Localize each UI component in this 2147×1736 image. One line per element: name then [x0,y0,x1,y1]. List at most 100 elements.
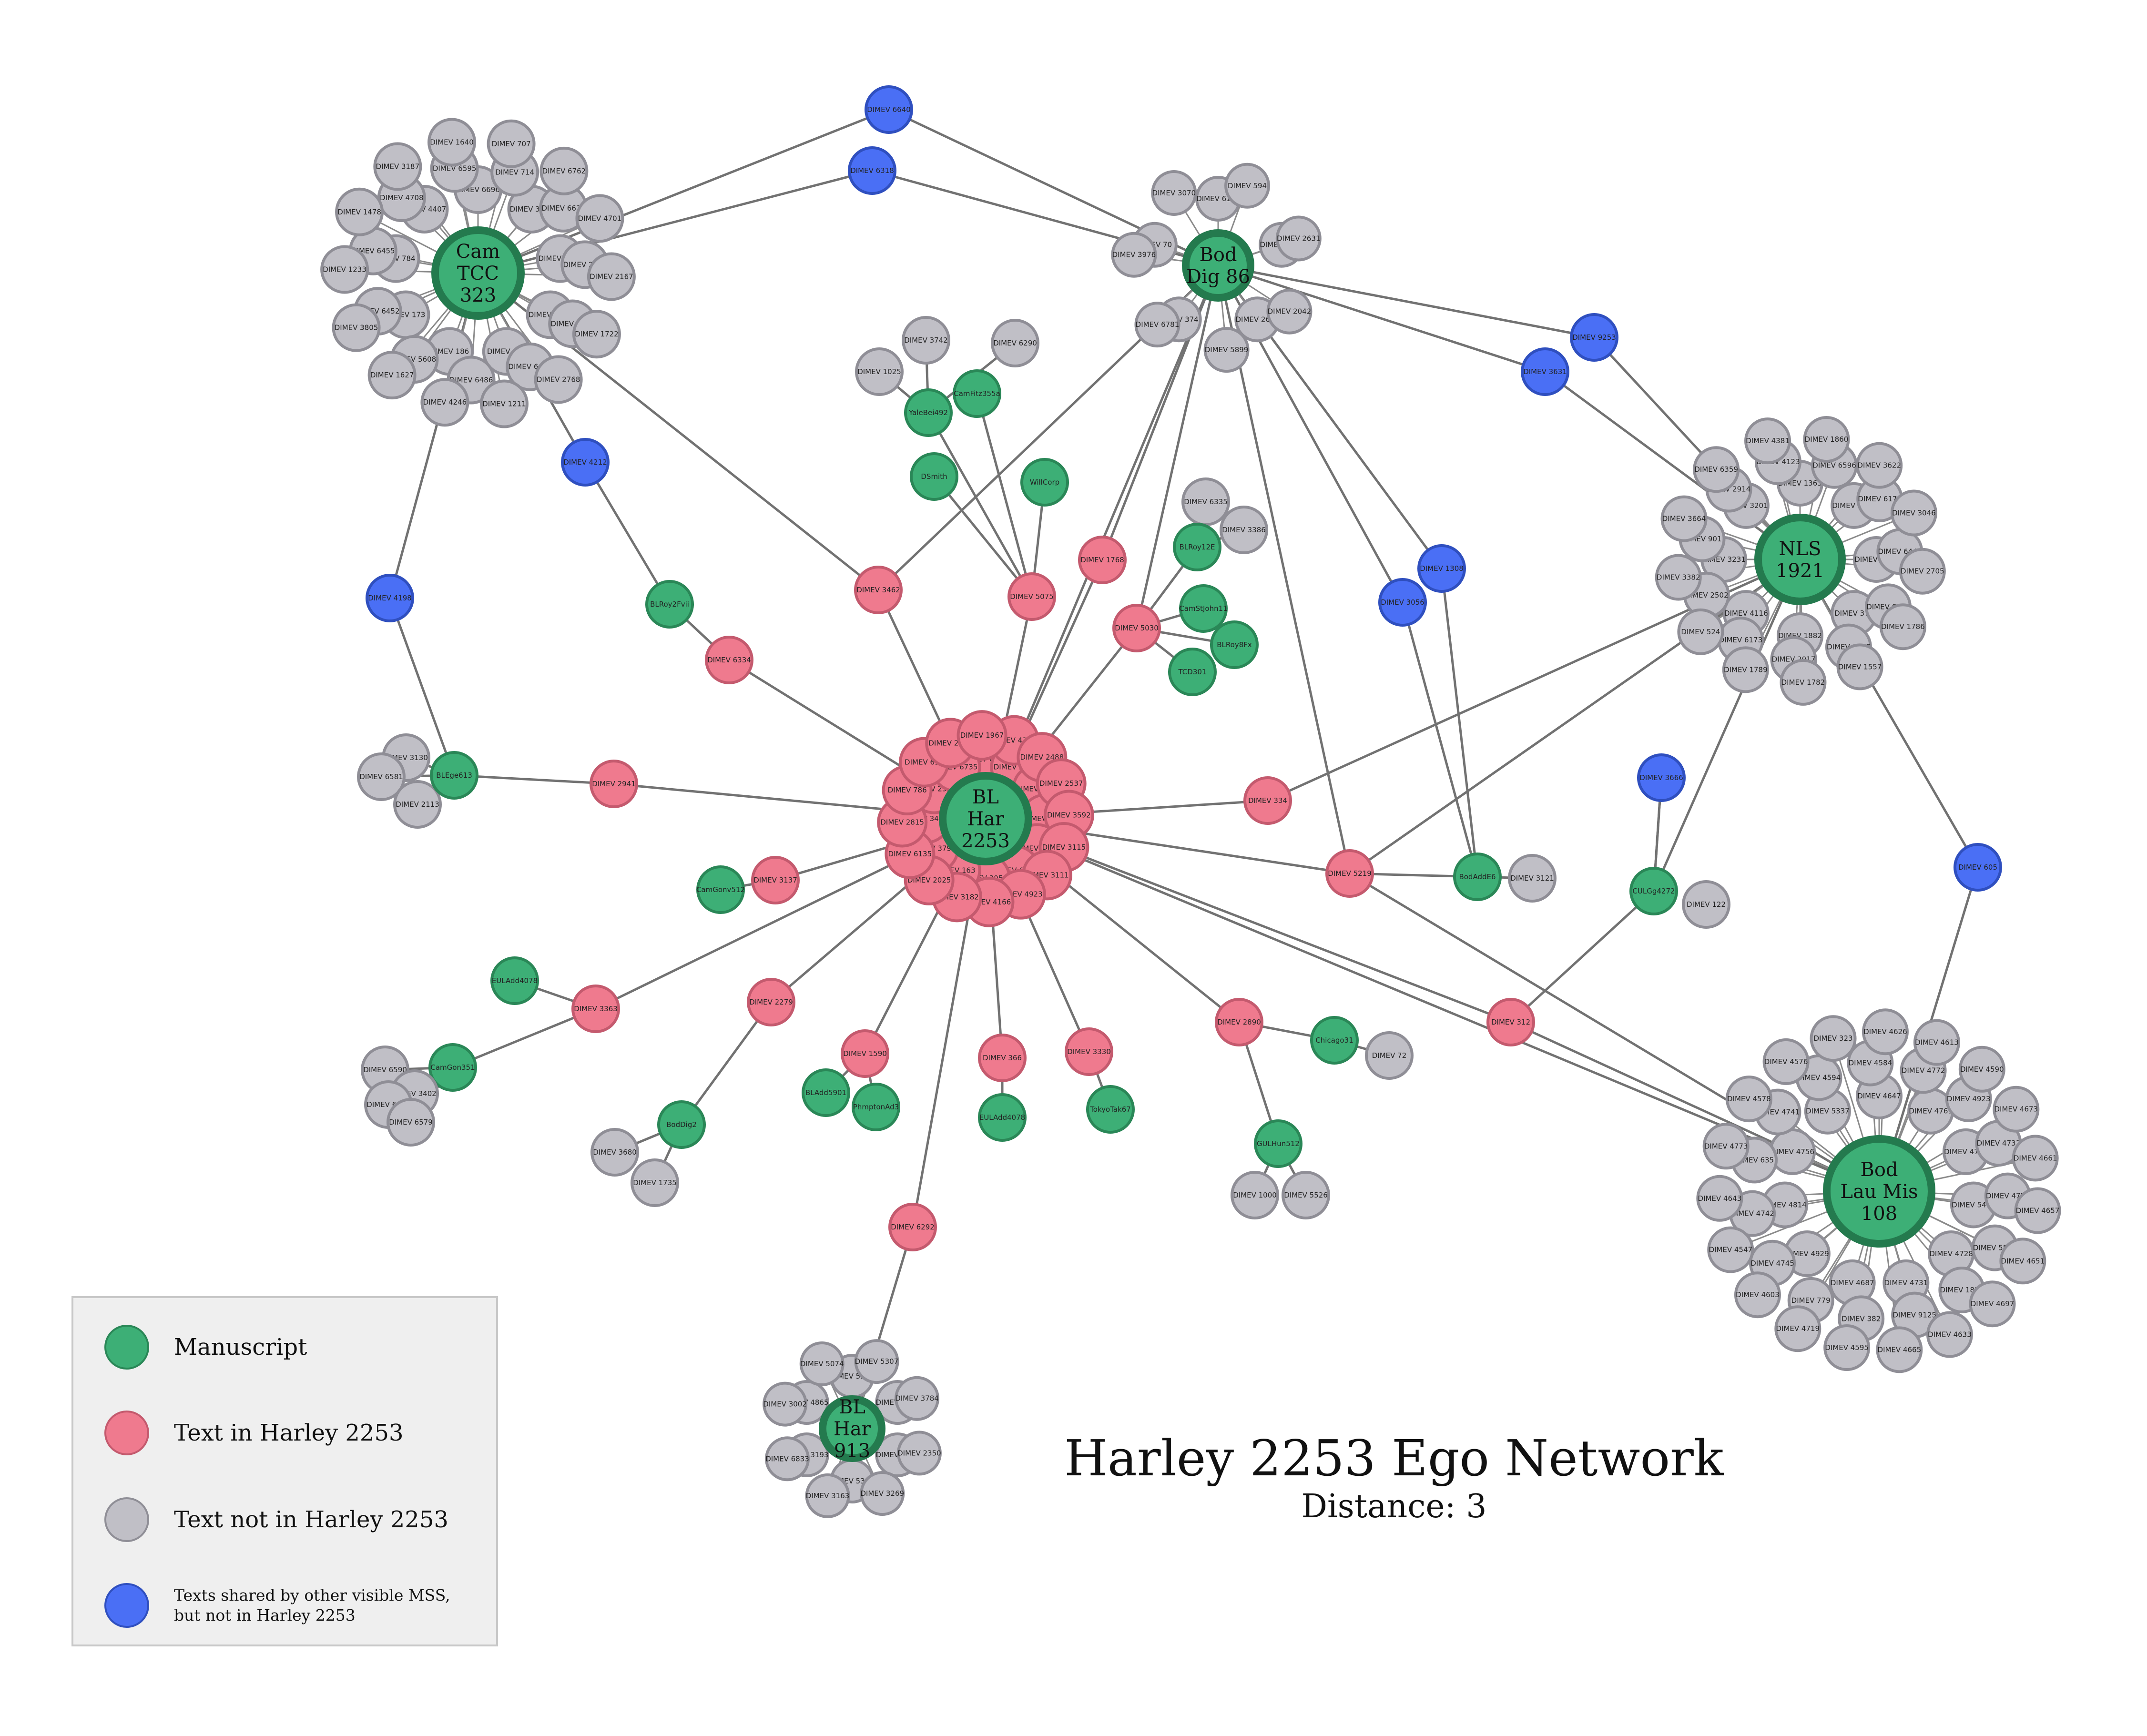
node-tokyotak67[interactable]: TokyoTak67 [1086,1085,1135,1134]
node-willcorp[interactable]: WillCorp [1020,458,1069,507]
node-camstjohn11[interactable]: CamStJohn11 [1179,584,1228,633]
cluster-node[interactable]: DIMEV 323 [1810,1015,1857,1062]
cluster-node[interactable]: DIMEV 1557 [1836,643,1883,690]
cluster-node[interactable]: DIMEV 4769 [1907,1087,1954,1135]
cluster-node[interactable]: DIMEV 4547 [1707,1226,1754,1273]
node-dimev-3386[interactable]: DIMEV 3386 [1220,506,1268,554]
cluster-node[interactable]: DIMEV 4756 [1769,1128,1816,1175]
node-dimev-366[interactable]: DIMEV 366 [978,1034,1027,1082]
cluster-node[interactable]: DIMEV 4595 [1823,1324,1871,1371]
cluster-node[interactable]: DIMEV 4246 [420,378,469,427]
node-dimev-6640[interactable]: DIMEV 6640 [865,85,913,134]
node-dimev-2890[interactable]: DIMEV 2890 [1215,998,1263,1046]
node-dimev-72[interactable]: DIMEV 72 [1365,1031,1414,1080]
node-dimev-9253[interactable]: DIMEV 9253 [1570,313,1618,362]
cluster-node[interactable]: DIMEV 6833 [764,1436,810,1482]
cluster-node[interactable]: DIMEV 4651 [1999,1238,2046,1285]
node-dimev-1735[interactable]: DIMEV 1735 [631,1158,679,1207]
cluster-node[interactable]: DIMEV 4773 [1702,1123,1750,1170]
node-tcd301[interactable]: TCD301 [1168,648,1217,696]
node-blroy12e[interactable]: BLRoy12E [1173,523,1221,571]
node-dimev-312[interactable]: DIMEV 312 [1486,998,1535,1046]
cluster-node[interactable]: DIMEV 3622 [1856,442,1903,489]
node-dimev-6334[interactable]: DIMEV 6334 [705,636,753,684]
cluster-node[interactable]: DIMEV 4661 [2012,1135,2059,1182]
cluster-node[interactable]: DIMEV 2042 [1266,288,1313,335]
node-camgonv512[interactable]: CamGonv512 [696,865,745,914]
node-dimev-6335[interactable]: DIMEV 6335 [1181,477,1230,526]
node-chicago31[interactable]: Chicago31 [1310,1016,1359,1065]
node-dimev-1308[interactable]: DIMEV 1308 [1417,544,1466,593]
cluster-node[interactable]: DIMEV 5074 [799,1341,845,1386]
node-dimev-1000[interactable]: DIMEV 1000 [1231,1171,1279,1219]
node-boddig2[interactable]: BodDig2 [657,1100,706,1149]
cluster-node[interactable]: DIMEV 1860 [1803,416,1850,463]
node-dimev-2941[interactable]: DIMEV 2941 [590,760,638,808]
cluster-node[interactable]: DIMEV 4603 [1734,1271,1781,1319]
cluster-node[interactable]: DIMEV 3976 [1111,232,1157,278]
node-dimev-6581[interactable]: DIMEV 6581 [357,752,406,801]
cluster-node[interactable]: DIMEV 3382 [1655,554,1702,601]
cluster-node[interactable]: DIMEV 1786 [1879,603,1926,650]
cluster-node[interactable]: DIMEV 4643 [1696,1175,1743,1222]
node-dsmith[interactable]: DSmith [910,452,958,501]
node-camfitz355a[interactable]: CamFitz355a [953,369,1001,418]
cluster-node[interactable]: DIMEV 4576 [1762,1038,1810,1085]
cluster-node[interactable]: DIMEV 5307 [854,1339,899,1384]
node-blroy2fvii[interactable]: BLRoy2Fvii [645,580,694,629]
cluster-node[interactable]: DIMEV 3805 [332,303,381,352]
cluster-node[interactable]: DIMEV 4657 [2014,1187,2061,1234]
node-blege613[interactable]: BLEge613 [430,751,478,800]
node-dimev-6292[interactable]: DIMEV 6292 [888,1203,937,1251]
cluster-node[interactable]: DIMEV 4578 [1725,1076,1772,1123]
node-dimev-1025[interactable]: DIMEV 1025 [855,347,904,396]
cluster-node[interactable]: DIMEV 4381 [1744,417,1791,465]
cluster-node[interactable]: DIMEV 2768 [534,355,583,404]
node-dimev-6290[interactable]: DIMEV 6290 [991,319,1039,367]
cluster-node[interactable]: DIMEV 6781 [1134,302,1180,348]
cluster-node[interactable]: DIMEV 3070 [1151,170,1197,216]
cluster-node[interactable]: DIMEV 2705 [1899,548,1946,595]
node-phmptonad3[interactable]: PhmptonAd3 [852,1083,900,1131]
cluster-node[interactable]: DIMEV 4626 [1862,1008,1909,1056]
node-culgg4272[interactable]: CULGg4272 [1629,867,1678,915]
cluster-node[interactable]: DIMEV 4719 [1774,1305,1821,1352]
cluster-node[interactable]: DIMEV 1233 [320,245,369,294]
node-dimev-6318[interactable]: DIMEV 6318 [848,146,896,195]
node-dimev-3363[interactable]: DIMEV 3363 [571,985,620,1033]
cluster-node[interactable]: DIMEV 3784 [895,1376,940,1421]
cluster-node[interactable]: DIMEV 6359 [1693,446,1740,493]
cluster-node[interactable]: DIMEV 594 [1224,162,1271,209]
cluster-node[interactable]: DIMEV 4613 [1913,1019,1960,1066]
node-bladd5901[interactable]: BLAdd5901 [802,1068,850,1117]
cluster-node[interactable]: DIMEV 4673 [1993,1086,2040,1133]
node-dimev-4212[interactable]: DIMEV 4212 [561,438,610,487]
node-dimev-5075[interactable]: DIMEV 5075 [1007,572,1056,621]
node-bodadde6[interactable]: BodAddE6 [1453,853,1502,901]
node-dimev-3330[interactable]: DIMEV 3330 [1065,1027,1113,1076]
cluster-node[interactable]: DIMEV 524 [1677,608,1724,655]
cluster-node[interactable]: DIMEV 1478 [335,187,384,236]
node-dimev-3742[interactable]: DIMEV 3742 [902,316,950,365]
node-dimev-2113[interactable]: DIMEV 2113 [393,780,442,829]
cluster-node[interactable]: DIMEV 6762 [539,146,589,195]
node-dimev-5219[interactable]: DIMEV 5219 [1325,849,1374,898]
cluster-node[interactable]: DIMEV 707 [487,119,536,168]
node-dimev-1768[interactable]: DIMEV 1768 [1078,536,1127,584]
node-blroy8fx[interactable]: BLRoy8Fx [1210,620,1259,669]
cluster-node[interactable]: DIMEV 4665 [1876,1326,1923,1373]
node-yalebei492[interactable]: YaleBei492 [904,388,953,437]
cluster-node[interactable]: DIMEV 1627 [367,351,417,400]
node-dimev-5030[interactable]: DIMEV 5030 [1112,604,1161,652]
node-dimev-4198[interactable]: DIMEV 4198 [366,574,414,622]
node-dimev-122[interactable]: DIMEV 122 [1682,880,1730,929]
node-dimev-3462[interactable]: DIMEV 3462 [854,566,903,614]
cluster-node[interactable]: DIMEV 3664 [1660,495,1708,542]
node-dimev-5526[interactable]: DIMEV 5526 [1282,1171,1330,1219]
cluster-node[interactable]: DIMEV 1722 [572,310,621,359]
node-dimev-3631[interactable]: DIMEV 3631 [1521,347,1569,396]
cluster-node[interactable]: DIMEV 2167 [587,252,636,301]
